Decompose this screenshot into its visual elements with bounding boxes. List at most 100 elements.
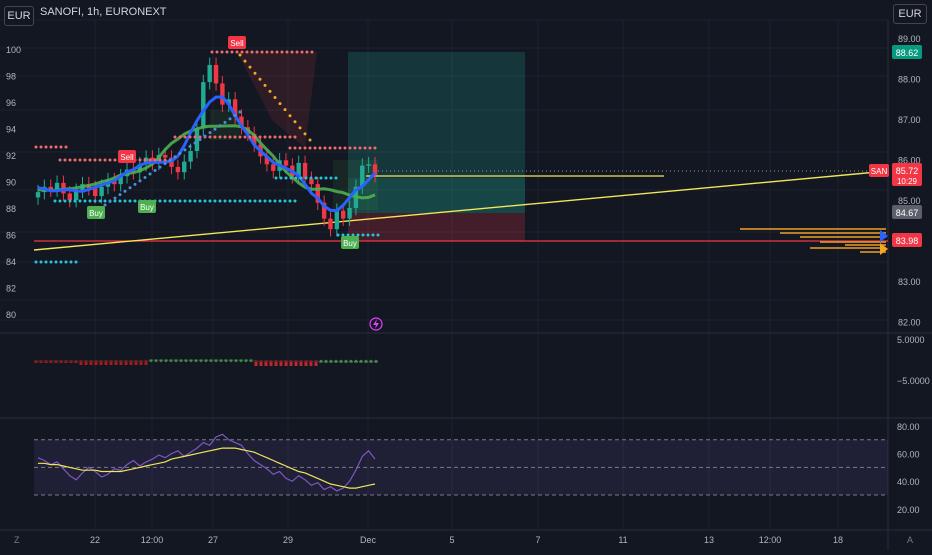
stop-dot xyxy=(376,233,380,237)
stop-dot xyxy=(138,158,142,162)
oscillator-dot xyxy=(314,359,318,363)
stop-dot xyxy=(183,148,187,152)
stop-dot xyxy=(228,117,232,121)
stop-dot xyxy=(133,182,137,186)
signal-buy-badge xyxy=(341,236,359,249)
stop-dot xyxy=(88,199,92,203)
stop-dot xyxy=(173,155,177,159)
stop-dot xyxy=(74,260,78,264)
stop-dot xyxy=(233,135,237,139)
signal-buy-label: Buy xyxy=(343,239,357,248)
grid xyxy=(0,19,932,550)
stop-dot xyxy=(258,135,262,139)
currency-button-left[interactable]: EUR xyxy=(4,6,34,26)
stop-dot xyxy=(113,196,117,200)
oscillator-dot xyxy=(334,359,338,363)
stop-dot xyxy=(293,146,297,150)
stop-dot xyxy=(98,199,102,203)
stop-dot xyxy=(273,199,277,203)
stop-dot xyxy=(363,146,367,150)
candle-body xyxy=(315,184,320,203)
candle-body xyxy=(321,202,327,219)
stop-dot xyxy=(118,199,122,203)
candle-body xyxy=(296,162,301,177)
oscillator-bar xyxy=(254,361,258,366)
oscillator-dot xyxy=(164,359,168,363)
stop-dot xyxy=(278,135,282,139)
left-axis-tick: 90 xyxy=(6,178,16,188)
stop-dot xyxy=(351,233,355,237)
oscillator-dot xyxy=(249,359,253,363)
currency-button-right[interactable]: EUR xyxy=(893,4,927,24)
stop-dot xyxy=(103,199,107,203)
candle-body xyxy=(201,82,206,129)
stop-dot xyxy=(304,176,308,180)
signal-marks: Sell Sell Buy Buy Buy xyxy=(87,36,383,331)
candle-body xyxy=(341,210,346,219)
stop-dot xyxy=(288,135,292,139)
oscillator-dot xyxy=(254,359,258,363)
stop-dot xyxy=(198,135,202,139)
stop-dot xyxy=(178,199,182,203)
oscillator-dot xyxy=(199,359,203,363)
left-axis-tick: 98 xyxy=(6,72,16,82)
oscillator-dot xyxy=(299,359,303,363)
candle-body xyxy=(207,64,212,83)
candle-body xyxy=(366,164,371,166)
stop-dot xyxy=(133,199,137,203)
stop-dot xyxy=(289,176,293,180)
stop-dot xyxy=(183,199,187,203)
indicator-lines xyxy=(34,50,380,264)
countdown-label: 10:29 xyxy=(897,177,918,186)
oscillator-bar xyxy=(264,361,268,366)
stop-dot xyxy=(215,50,219,54)
stop-dot xyxy=(305,50,309,54)
stop-dot xyxy=(341,233,345,237)
candle-body xyxy=(67,193,72,201)
oscillator-dot xyxy=(189,359,193,363)
oscillator-bar xyxy=(309,361,313,366)
oscillator-bar xyxy=(274,361,278,366)
oscillator-dot xyxy=(184,359,188,363)
stop-dot xyxy=(128,199,132,203)
stop-dot xyxy=(34,260,38,264)
stop-dot xyxy=(280,50,284,54)
oscillator-bar xyxy=(144,361,148,365)
left-axis-tick: 82 xyxy=(6,284,16,294)
x-axis-tick: 29 xyxy=(283,535,293,545)
oscillator-dot xyxy=(344,359,348,363)
oscillator-bar xyxy=(129,361,133,365)
fast-average-line xyxy=(37,95,377,213)
stop-dot xyxy=(203,199,207,203)
left-axis-tick: 100 xyxy=(6,45,21,55)
symbol-tag: SAN xyxy=(871,167,888,176)
oscillator-dot xyxy=(209,359,213,363)
oscillator-dot xyxy=(324,359,328,363)
candle-body xyxy=(73,190,79,201)
right-axis-tick: 83.00 xyxy=(898,277,921,287)
stop-dot xyxy=(59,145,63,149)
oscillator-dot xyxy=(149,359,153,363)
oscillator-dot xyxy=(194,359,198,363)
stop-dot xyxy=(366,233,370,237)
stop-dot xyxy=(208,131,212,135)
oscillator-dot xyxy=(144,359,148,363)
stop-dot xyxy=(253,135,257,139)
stop-dot xyxy=(58,199,62,203)
stop-dot xyxy=(228,199,232,203)
left-axis-tick: 80 xyxy=(6,310,16,320)
axis-corner-left: Z xyxy=(14,535,20,545)
oscillator-dot xyxy=(79,359,83,363)
candle-body xyxy=(35,192,41,198)
oscillator-bar xyxy=(114,361,118,365)
stop-dot xyxy=(39,260,43,264)
stop-dot xyxy=(238,110,242,114)
stop-dot xyxy=(358,146,362,150)
stop-dot xyxy=(63,158,67,162)
oscillator-dot xyxy=(204,359,208,363)
stop-dot xyxy=(178,151,182,155)
target-zone xyxy=(348,52,525,178)
level-price-label: 84.67 xyxy=(896,208,919,218)
oscillator-dot xyxy=(329,359,333,363)
